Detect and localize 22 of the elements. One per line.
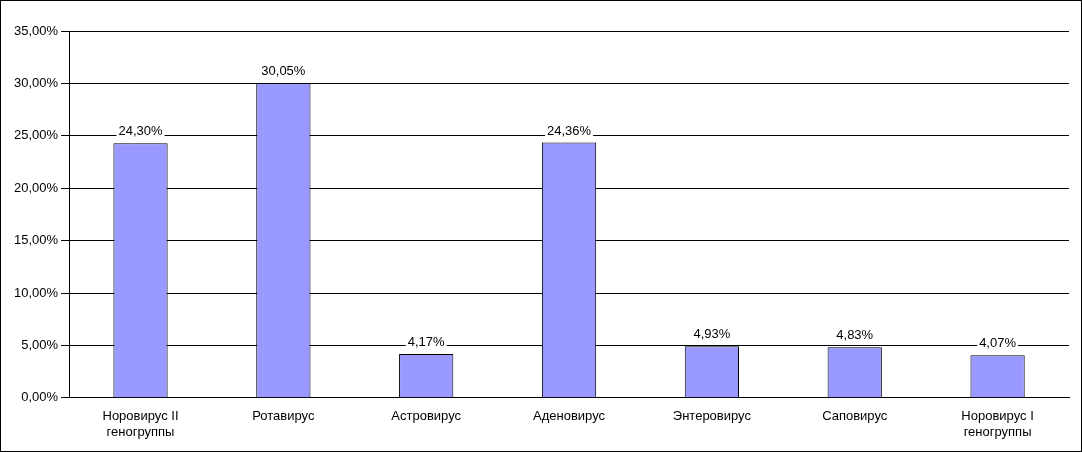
y-tick-label: 5,00% xyxy=(21,336,59,352)
data-label: 24,36% xyxy=(547,122,592,138)
y-tick-label: 10,00% xyxy=(14,284,59,300)
x-tick-label: Энтеровирус xyxy=(672,408,752,424)
data-label: 24,30% xyxy=(118,123,163,139)
x-tick-label: Норовирус I геногруппы xyxy=(961,408,1034,439)
x-tick-label: Ротавирус xyxy=(252,408,315,424)
data-label: 30,05% xyxy=(261,62,306,78)
data-label: 4,17% xyxy=(407,334,446,350)
data-label: 4,83% xyxy=(836,327,874,343)
data-label: 4,93% xyxy=(693,326,731,342)
x-tick-label: Аденовирус xyxy=(533,408,606,424)
data-label: 4,07% xyxy=(979,335,1017,351)
y-tick-label: 15,00% xyxy=(14,232,59,248)
y-tick-label: 25,00% xyxy=(14,127,59,143)
y-tick-label: 0,00% xyxy=(21,389,59,405)
y-tick-label: 20,00% xyxy=(14,179,59,195)
x-tick-label: Астровирус xyxy=(391,408,462,424)
y-tick-label: 30,00% xyxy=(14,74,59,90)
x-tick-label: Норовирус II геногруппы xyxy=(102,408,179,439)
y-tick-label: 35,00% xyxy=(14,22,59,38)
x-tick-label: Саповирус xyxy=(822,408,888,424)
